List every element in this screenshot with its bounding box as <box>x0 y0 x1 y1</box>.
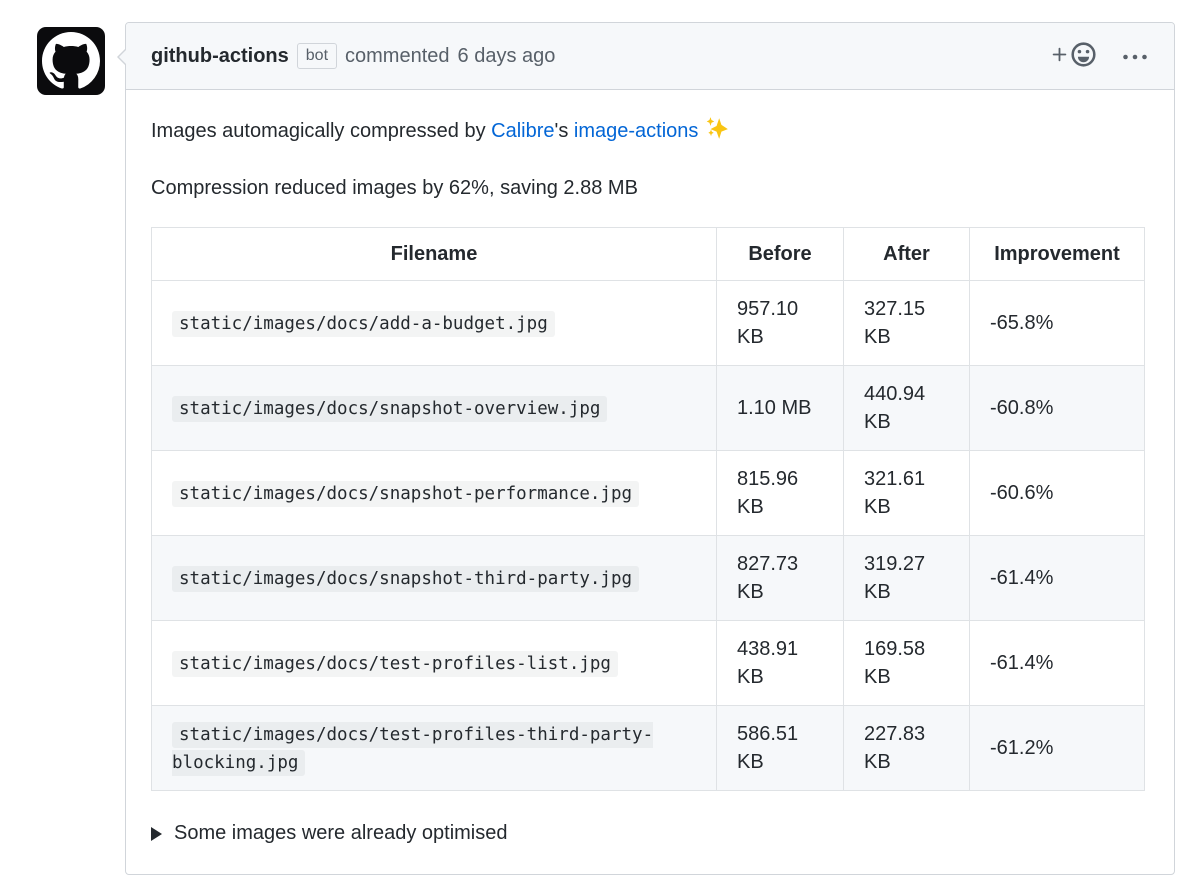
comment-caret <box>110 45 128 75</box>
filename-code: static/images/docs/test-profiles-list.jp… <box>172 651 618 677</box>
improvement-cell: -65.8% <box>969 280 1145 366</box>
kebab-menu-icon <box>1121 49 1149 64</box>
filename-code: static/images/docs/add-a-budget.jpg <box>172 311 555 337</box>
after-cell: 440.94 KB <box>843 365 970 451</box>
improvement-cell: -60.6% <box>969 450 1145 536</box>
improvement-cell: -60.8% <box>969 365 1145 451</box>
before-cell: 1.10 MB <box>716 365 844 451</box>
comment-box: github-actions bot commented 6 days ago <box>117 22 1175 875</box>
filename-cell: static/images/docs/add-a-budget.jpg <box>151 280 717 366</box>
calibre-link[interactable]: Calibre <box>491 120 555 142</box>
filename-cell: static/images/docs/snapshot-overview.jpg <box>151 365 717 451</box>
filename-code: static/images/docs/snapshot-performance.… <box>172 481 640 507</box>
comment-timestamp[interactable]: 6 days ago <box>457 45 556 67</box>
compression-summary: Compression reduced images by 62%, savin… <box>151 177 638 199</box>
before-cell: 586.51 KB <box>716 705 844 791</box>
optimised-details-summary[interactable]: Some images were already optimised <box>151 819 1149 848</box>
table-row: static/images/docs/snapshot-third-party.… <box>151 535 1145 621</box>
filename-code: static/images/docs/snapshot-overview.jpg <box>172 396 608 422</box>
github-actions-avatar[interactable] <box>37 27 105 95</box>
add-reaction-smiley-icon <box>1070 41 1097 71</box>
header-actions <box>1052 41 1149 71</box>
optimised-details: Some images were already optimised <box>151 819 1149 848</box>
before-cell: 957.10 KB <box>716 280 844 366</box>
column-header-filename: Filename <box>151 227 717 281</box>
intro-text-2: 's <box>554 120 574 142</box>
intro-text-1: Images automagically compressed by <box>151 120 492 142</box>
details-summary-text: Some images were already optimised <box>174 822 508 844</box>
before-cell: 815.96 KB <box>716 450 844 536</box>
table-header-row: Filename Before After Improvement <box>151 227 1145 281</box>
column-header-before: Before <box>716 227 844 281</box>
sparkles-icon <box>704 115 730 150</box>
table-head: Filename Before After Improvement <box>151 227 1145 281</box>
plus-icon <box>1052 47 1067 65</box>
column-header-after: After <box>843 227 970 281</box>
after-cell: 321.61 KB <box>843 450 970 536</box>
filename-cell: static/images/docs/test-profiles-third-p… <box>151 705 717 791</box>
bot-badge: bot <box>296 43 338 69</box>
before-cell: 438.91 KB <box>716 620 844 706</box>
after-cell: 319.27 KB <box>843 535 970 621</box>
comment-body: Images automagically compressed by Calib… <box>126 90 1174 874</box>
table-row: static/images/docs/test-profiles-third-p… <box>151 705 1145 791</box>
table-row: static/images/docs/snapshot-performance.… <box>151 450 1145 536</box>
improvement-cell: -61.4% <box>969 535 1145 621</box>
column-header-improvement: Improvement <box>969 227 1145 281</box>
filename-cell: static/images/docs/snapshot-performance.… <box>151 450 717 536</box>
filename-cell: static/images/docs/test-profiles-list.jp… <box>151 620 717 706</box>
comment-header: github-actions bot commented 6 days ago <box>126 23 1174 90</box>
intro-paragraph: Images automagically compressed by Calib… <box>151 115 1149 150</box>
triangle-right-icon <box>151 826 162 841</box>
table-body: static/images/docs/add-a-budget.jpg 957.… <box>151 280 1145 791</box>
after-cell: 227.83 KB <box>843 705 970 791</box>
after-cell: 169.58 KB <box>843 620 970 706</box>
before-cell: 827.73 KB <box>716 535 844 621</box>
filename-code: static/images/docs/test-profiles-third-p… <box>172 722 654 776</box>
compression-table: Filename Before After Improvement static… <box>151 227 1145 791</box>
filename-cell: static/images/docs/snapshot-third-party.… <box>151 535 717 621</box>
kebab-menu-button[interactable] <box>1121 49 1149 64</box>
github-octocat-icon <box>42 32 100 90</box>
after-cell: 327.15 KB <box>843 280 970 366</box>
table-row: static/images/docs/add-a-budget.jpg 957.… <box>151 280 1145 366</box>
improvement-cell: -61.4% <box>969 620 1145 706</box>
comment-action-text: commented <box>345 45 450 67</box>
filename-code: static/images/docs/snapshot-third-party.… <box>172 566 640 592</box>
add-reaction-button[interactable] <box>1052 41 1097 71</box>
table-row: static/images/docs/test-profiles-list.jp… <box>151 620 1145 706</box>
improvement-cell: -61.2% <box>969 705 1145 791</box>
comment-author[interactable]: github-actions <box>151 45 289 67</box>
table-row: static/images/docs/snapshot-overview.jpg… <box>151 365 1145 451</box>
image-actions-link[interactable]: image-actions <box>573 120 699 142</box>
